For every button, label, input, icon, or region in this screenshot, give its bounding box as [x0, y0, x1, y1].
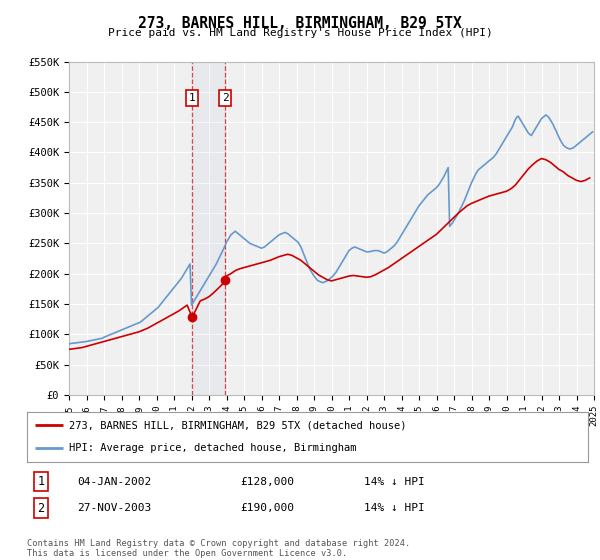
Text: 273, BARNES HILL, BIRMINGHAM, B29 5TX (detached house): 273, BARNES HILL, BIRMINGHAM, B29 5TX (d…: [69, 420, 407, 430]
Text: 27-NOV-2003: 27-NOV-2003: [77, 503, 152, 513]
Text: 14% ↓ HPI: 14% ↓ HPI: [364, 503, 424, 513]
Text: 1: 1: [37, 475, 44, 488]
Text: 04-JAN-2002: 04-JAN-2002: [77, 477, 152, 487]
Text: 1: 1: [189, 93, 196, 103]
Text: 2: 2: [37, 502, 44, 515]
Bar: [192, 62, 225, 395]
Text: HPI: Average price, detached house, Birmingham: HPI: Average price, detached house, Birm…: [69, 444, 356, 454]
Text: £190,000: £190,000: [240, 503, 294, 513]
Text: £128,000: £128,000: [240, 477, 294, 487]
Text: 2: 2: [222, 93, 229, 103]
Text: 273, BARNES HILL, BIRMINGHAM, B29 5TX: 273, BARNES HILL, BIRMINGHAM, B29 5TX: [138, 16, 462, 31]
Text: Price paid vs. HM Land Registry's House Price Index (HPI): Price paid vs. HM Land Registry's House …: [107, 28, 493, 38]
Text: 14% ↓ HPI: 14% ↓ HPI: [364, 477, 424, 487]
Text: Contains HM Land Registry data © Crown copyright and database right 2024.
This d: Contains HM Land Registry data © Crown c…: [27, 539, 410, 558]
